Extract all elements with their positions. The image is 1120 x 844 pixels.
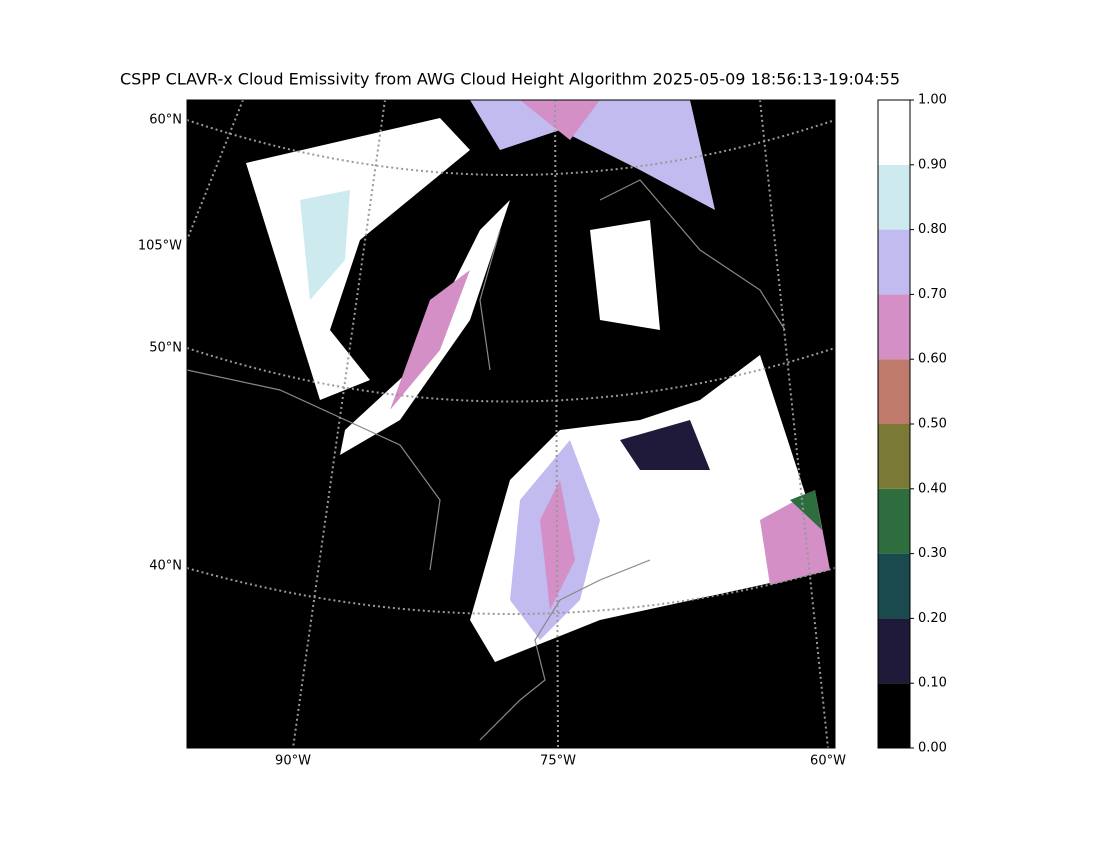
colorbar-tick-label: 0.60 [918,352,947,367]
graticule [292,100,386,748]
lon-label: 60°W [810,754,846,769]
lat-label: 50°N [149,341,182,356]
colorbar-tick-label: 0.70 [918,287,947,302]
cloud [390,270,470,410]
cloud [790,490,822,530]
lon-label: 75°W [540,754,576,769]
lat-label: 60°N [149,113,182,128]
colorbar: 0.00 0.10 0.20 0.30 0.40 0.50 0.60 0.70 0.80 0.90… [877,93,947,756]
colorbar-segment [878,488,910,554]
cloud [246,118,470,400]
colorbar-tick-label: 1.00 [918,93,947,108]
colorbar-segment [878,424,910,489]
title: CSPP CLAVR-x Cloud Emissivity from AWG C… [120,70,900,89]
lat-label: 40°N [149,559,182,574]
colorbar-tick-label: 0.10 [918,676,947,691]
graticule [554,100,559,748]
colorbar-tick-label: 0.40 [918,481,947,496]
colorbar-tick-label: 0.20 [918,611,947,626]
colorbar-segment [878,553,910,619]
colorbar-segment [878,229,910,295]
colorbar-segment [878,618,910,684]
map-frame [186,99,836,749]
colorbar-segment [878,683,910,748]
graticule [187,100,244,241]
colorbar-segment [878,359,910,424]
cloud [620,420,710,470]
colorbar-tick-label: 0.80 [918,222,947,237]
graticule [759,100,829,748]
cloud [300,190,350,300]
colorbar-segment [878,294,910,360]
colorbar-tick-label: 0.30 [918,546,947,561]
colorbar-tick-label: 0.90 [918,157,947,172]
lat-label: 105°W [138,239,182,254]
cloud [340,200,510,455]
map [186,99,836,749]
cloud [470,100,715,210]
cloud [520,100,600,140]
lon-label: 90°W [275,754,311,769]
colorbar-segment [878,164,910,230]
colorbar-tick-label: 0.00 [918,741,947,756]
colorbar-segment [878,100,910,165]
colorbar-tick-label: 0.50 [918,417,947,432]
cloud [590,220,660,330]
coastline [187,179,786,741]
